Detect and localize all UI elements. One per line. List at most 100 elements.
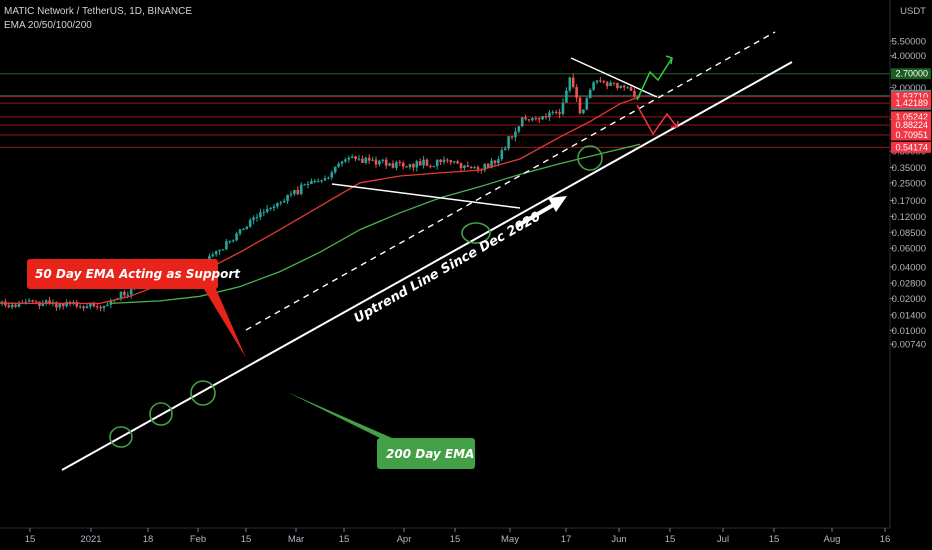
time-tick-label: Jul (717, 534, 729, 545)
time-tick-label: 15 (339, 534, 350, 545)
candle-body (568, 77, 572, 91)
price-tag (891, 91, 931, 103)
support-touch-ellipse (149, 402, 173, 426)
candle-body (592, 82, 595, 90)
candle-body (320, 180, 323, 182)
callouts: 50 Day EMA Acting as Support 200 Day EMA (27, 259, 475, 469)
time-tick-label: Feb (190, 534, 206, 545)
price-tag (891, 129, 931, 141)
time-tick-label: 2021 (80, 534, 101, 545)
candle-body (364, 157, 368, 163)
ema-50-line (0, 95, 641, 305)
candle-body (252, 217, 255, 220)
candle-body (344, 159, 347, 162)
candle-body (452, 161, 456, 163)
candle-body (537, 118, 541, 120)
candle-body (401, 162, 405, 167)
price-tag (891, 119, 931, 131)
candle-body (531, 118, 534, 121)
bullish-arrow-head (665, 55, 673, 65)
price-tick-label: 0.25000 (892, 178, 926, 189)
time-tick-label: 18 (143, 534, 154, 545)
time-tick-label: 16 (880, 534, 891, 545)
time-axis: 15 2021 18 Feb 15 Mar 15 Apr 15 May 17 Jun 15 Jul 15 Au… (0, 527, 891, 545)
time-tick-label: 17 (561, 534, 572, 545)
candle-body (629, 87, 633, 91)
candle-body (384, 159, 388, 166)
candle-body (371, 159, 374, 161)
time-tick-label: 15 (450, 534, 461, 545)
support-touch-ellipse (190, 380, 216, 406)
candle-body (541, 116, 544, 120)
candle-body (218, 249, 221, 252)
candle-body (235, 233, 238, 241)
candle-body (520, 117, 524, 127)
candle-body (493, 160, 497, 164)
candle-body (378, 160, 381, 165)
candle-body (245, 226, 249, 230)
time-tick-label: 15 (241, 534, 252, 545)
price-tick-label: 2.00000 (892, 83, 926, 94)
candle-body (582, 109, 585, 114)
ema200-callout-box (377, 438, 475, 469)
candle-body (350, 156, 354, 158)
pennant-top-line (570, 57, 658, 98)
candle-body (119, 291, 123, 299)
time-tick-label: Aug (824, 534, 841, 545)
price-tick-label: 0.00740 (892, 340, 926, 351)
price-tick-label: 0.01000 (892, 326, 926, 337)
candle-body (503, 148, 507, 151)
ema50-callout-box (27, 259, 218, 289)
candle-body (238, 229, 242, 234)
candle-body (44, 300, 48, 303)
candle-body (313, 180, 317, 182)
candle-body (442, 159, 446, 162)
candle-body (123, 291, 126, 296)
candle-body (55, 302, 58, 308)
candle-body (129, 288, 133, 295)
time-tick-label: 15 (769, 534, 780, 545)
indicator-title: EMA 20/50/100/200 (4, 20, 92, 31)
candle-body (65, 301, 68, 307)
candle-body (609, 82, 612, 87)
candle-body (578, 97, 582, 114)
candle-body (554, 111, 558, 113)
candle-body (619, 85, 623, 88)
ema-lines (0, 95, 641, 305)
candle-body (7, 305, 11, 308)
price-tick-label: 0.02000 (892, 294, 926, 305)
candle-body (422, 159, 425, 166)
symbol-title: MATIC Network / TetherUS, 1D, BINANCE (4, 6, 193, 17)
candle-body (286, 194, 289, 201)
candle-body (514, 131, 517, 138)
candle-body (106, 304, 109, 307)
drawings: Uptrend Line Since Dec 2020 (61, 31, 793, 471)
candle-body (24, 301, 28, 303)
candles (0, 73, 640, 312)
candle-body (14, 304, 17, 307)
candle-body (289, 193, 293, 195)
candle-body (265, 208, 269, 213)
candle-body (388, 163, 391, 166)
candle-body (517, 126, 521, 132)
time-tick-label: Apr (397, 534, 412, 545)
candle-body (612, 82, 616, 84)
candle-body (102, 306, 106, 309)
price-tag (891, 97, 931, 109)
bullish-arrow (636, 57, 673, 101)
bearish-arrow (636, 104, 678, 136)
price-tick-label: 0.06000 (892, 244, 926, 255)
candle-body (92, 302, 96, 307)
candle-body (595, 80, 599, 83)
candle-body (565, 90, 568, 103)
time-tick-label: 15 (25, 534, 36, 545)
candle-body (333, 166, 337, 173)
candle-body (310, 181, 313, 185)
price-tag (891, 141, 931, 153)
candle-body (361, 158, 364, 163)
candle-body (126, 294, 130, 296)
candle-body (78, 306, 82, 308)
uptrend-line (61, 61, 793, 471)
ema50-callout-pointer (204, 289, 246, 358)
